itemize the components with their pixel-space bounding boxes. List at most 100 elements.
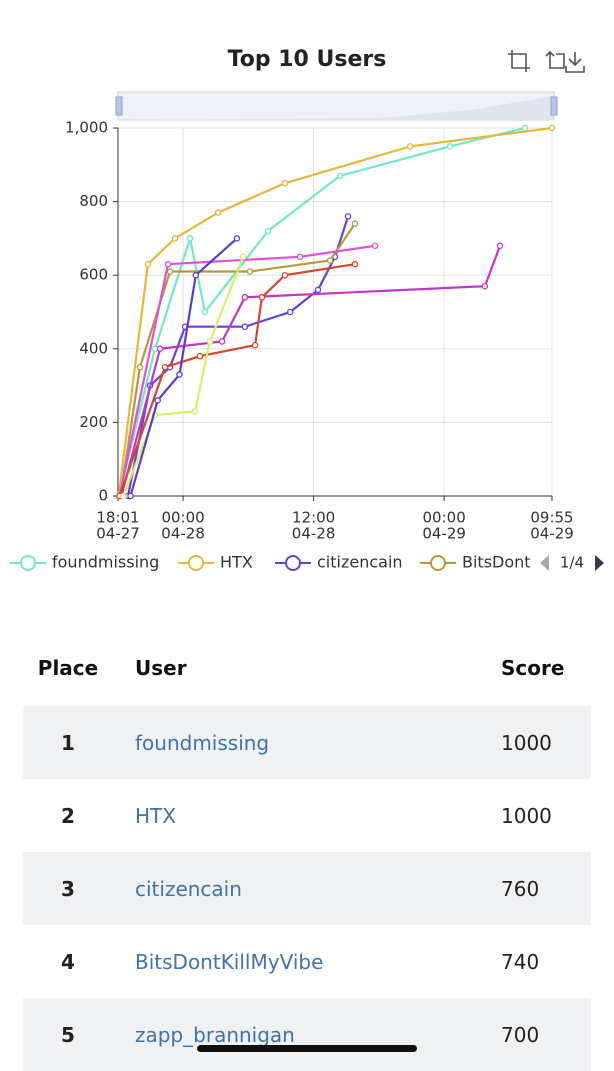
series-line [120,245,502,497]
legend-label[interactable]: HTX [220,553,253,572]
y-tick-label: 600 [79,266,108,284]
table-cell: 2 [61,803,75,828]
data-point [251,341,259,349]
table-row: 5 zapp_brannigan 700 [23,998,591,1071]
data-point [521,124,529,132]
series-line [117,126,553,497]
table-cell: 1 [61,730,75,755]
x-tick-label: 04-28 [292,525,336,543]
y-tick-label: 200 [79,413,108,431]
data-point [344,213,352,220]
legend-next[interactable] [595,555,604,571]
data-point [496,242,504,250]
data-point [296,253,304,261]
table-row: 1 foundmissing 1000 [23,706,591,779]
x-tick-label: 00:00 [423,509,466,527]
data-point [351,220,359,227]
x-tick-label: 00:00 [161,509,204,527]
data-point [239,253,247,261]
data-point [351,260,359,268]
table-cell: 740 [501,949,540,974]
legend-icon [285,555,301,571]
data-point [206,338,214,345]
legend-label[interactable]: citizencain [317,553,403,572]
data-point [166,268,174,275]
legend-label[interactable]: BitsDont [462,553,531,572]
zoom-handle[interactable] [115,96,123,116]
table-cell: 5 [61,1022,75,1047]
data-point [136,363,144,371]
data-point [201,308,209,316]
series-line [119,223,356,497]
x-tick-label: 04-29 [422,525,466,543]
table-row: 4 BitsDontKillMyVibe 740 [0,925,614,998]
user-link[interactable]: citizencain [135,876,242,901]
data-point [281,271,289,279]
series-line [118,244,376,497]
data-point [548,124,556,132]
data-zoom[interactable] [115,91,558,121]
legend-icon [188,555,204,571]
series-line [117,126,526,497]
data-point [196,352,204,360]
legend-icon [20,555,36,571]
zoom-handle[interactable] [550,96,558,116]
x-tick-label: 04-29 [530,525,574,543]
table-row: 3 citizencain 760 [23,852,591,925]
user-link[interactable]: zapp_brannigan [135,1022,295,1047]
restore-icon[interactable] [545,50,565,69]
data-point [154,397,161,404]
data-point [214,209,222,216]
data-point [191,408,199,415]
data-point [286,308,294,316]
data-point [326,257,334,264]
data-point [406,143,414,150]
data-point [446,143,454,150]
data-point [281,179,289,187]
x-tick-label: 04-27 [96,525,140,543]
data-point [176,371,183,378]
legend-icon [430,555,446,571]
x-tick-label: 18:01 [96,509,139,527]
data-point [233,235,241,242]
x-tick-label: 12:00 [292,509,335,527]
user-link[interactable]: HTX [135,803,176,828]
data-point [314,286,322,294]
table-row: 2 HTX 1000 [0,779,614,852]
data-point [144,260,152,268]
table-header: Place User Score [0,630,614,706]
user-link[interactable]: foundmissing [135,730,270,755]
data-point [246,268,254,275]
data-point [336,172,344,180]
data-point [192,271,200,279]
legend-label[interactable]: foundmissing [52,553,159,572]
home-indicator [197,1045,417,1052]
data-point [127,492,134,500]
y-tick-label: 400 [79,339,108,357]
data-point [264,227,272,235]
data-point [371,242,379,250]
legend-page: 1/4 [560,554,584,572]
data-point [171,235,179,242]
table-cell: 1000 [501,803,552,828]
zoom-icon[interactable] [508,50,530,72]
header-cell: Score [501,656,565,680]
y-tick-label: 800 [79,192,108,210]
legend-prev[interactable] [540,555,549,571]
y-tick-label: 0 [98,487,108,505]
data-point [481,282,489,290]
scoreboard-table: Place User Score 1 foundmissing 1000 2 HTX 10… [0,630,614,1071]
y-tick-label: 1,000 [65,119,108,137]
x-tick-label: 04-28 [161,525,205,543]
data-point [151,345,159,353]
series-line [126,215,350,497]
zoom-shadow [118,96,554,120]
header-cell: Place [37,656,99,680]
table-cell: 700 [501,1022,540,1047]
chart: Top 10 Users 02004006008001,00018:0104-2… [10,47,604,572]
data-point [186,235,194,242]
toolbox[interactable] [508,50,585,73]
download-icon[interactable] [565,52,585,73]
user-link[interactable]: BitsDontKillMyVibe [135,949,324,974]
